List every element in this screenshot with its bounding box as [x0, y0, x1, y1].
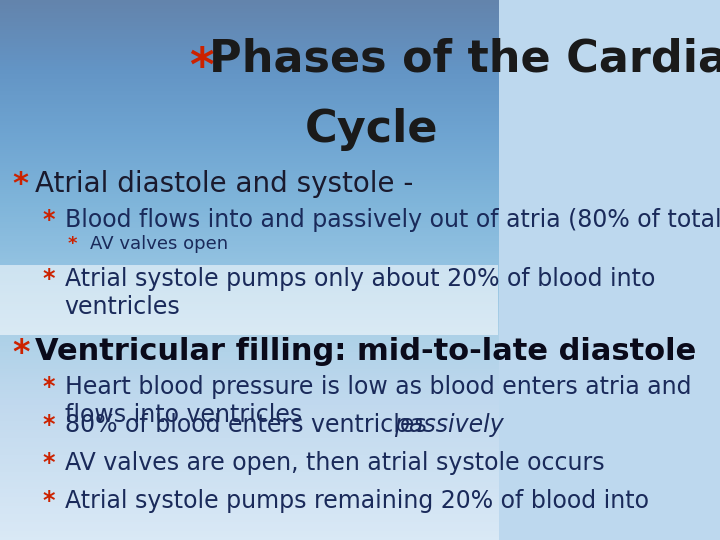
Text: *: *	[42, 208, 55, 232]
Text: *: *	[12, 170, 29, 199]
Text: Heart blood pressure is low as blood enters atria and
flows into ventricles: Heart blood pressure is low as blood ent…	[65, 375, 691, 427]
Text: *: *	[189, 46, 214, 91]
FancyBboxPatch shape	[0, 265, 498, 335]
Text: Phases of the Cardiac: Phases of the Cardiac	[210, 38, 720, 81]
Text: Atrial diastole and systole -: Atrial diastole and systole -	[35, 170, 413, 198]
Text: AV valves are open, then atrial systole occurs: AV valves are open, then atrial systole …	[65, 451, 604, 475]
Text: Ventricular filling: mid-to-late diastole: Ventricular filling: mid-to-late diastol…	[35, 338, 696, 367]
Text: *: *	[42, 413, 55, 437]
Text: *: *	[12, 338, 30, 370]
Text: *: *	[42, 451, 55, 475]
Text: Atrial systole pumps remaining 20% of blood into: Atrial systole pumps remaining 20% of bl…	[65, 489, 649, 512]
Text: *: *	[42, 267, 55, 291]
Text: *: *	[67, 235, 77, 253]
Text: *: *	[42, 489, 55, 512]
Text: AV valves open: AV valves open	[90, 235, 228, 253]
Text: Blood flows into and passively out of atria (80% of total): Blood flows into and passively out of at…	[65, 208, 720, 232]
Text: Cycle: Cycle	[305, 108, 438, 151]
Text: 80% of blood enters ventricles: 80% of blood enters ventricles	[65, 413, 434, 437]
Text: passively: passively	[395, 413, 504, 437]
Text: Atrial systole pumps only about 20% of blood into
ventricles: Atrial systole pumps only about 20% of b…	[65, 267, 655, 319]
Text: *: *	[42, 375, 55, 399]
